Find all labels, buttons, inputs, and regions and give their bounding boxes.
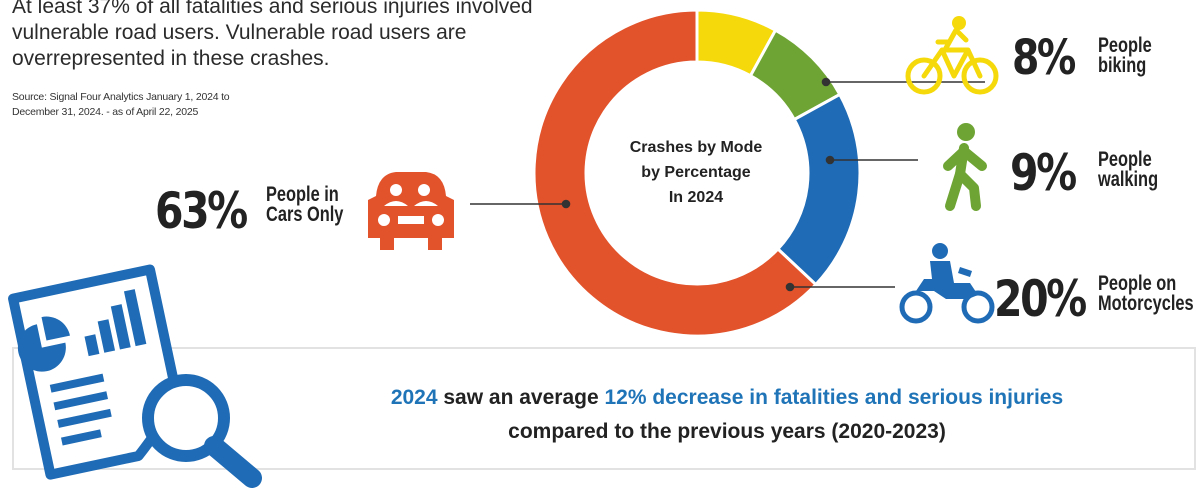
label-walking-line-2: walking [1098,168,1159,191]
pct-walking: 9% [1010,144,1077,202]
summary-line-1: 2024 saw an average 12% decrease in fata… [262,381,1192,415]
source-note: Source: Signal Four Analytics January 1,… [12,90,312,120]
bicycle-icon [905,16,999,95]
label-cars-line-1: People in [266,183,339,206]
summary-line-2: compared to the previous years (2020-202… [508,420,946,443]
car-icon [368,172,454,250]
label-cars-line-2: Cars Only [266,203,344,226]
motorcycle-icon [899,243,995,324]
chart-title-line-2: by Percentage [641,164,751,181]
chart-title-line-1: Crashes by Mode [629,139,763,156]
label-motorcycles-line-1: People on [1098,272,1177,295]
intro-text: At least 37% of all fatalities and serio… [12,0,533,70]
label-biking: People biking [1098,34,1152,77]
source-line-1: Source: Signal Four Analytics January 1,… [12,91,230,103]
label-biking-line-1: People [1098,34,1152,57]
summary-highlight: 12% decrease in fatalities and serious i… [604,386,1064,409]
label-walking-line-1: People [1098,148,1152,171]
label-motorcycles: People on Motorcycles [1098,272,1194,315]
donut-slice-cars-only [532,8,818,338]
summary-year: 2024 [390,386,438,409]
source-line-2: December 31, 2024. - as of April 22, 202… [12,106,199,118]
label-walking: People walking [1098,148,1159,191]
chart-title-line-3: In 2024 [668,189,724,206]
pct-motorcycles: 20% [994,270,1087,328]
label-biking-line-2: biking [1098,54,1147,77]
label-motorcycles-line-2: Motorcycles [1098,292,1194,315]
summary-text-a: saw an average [437,386,605,409]
chart-title: Crashes by Mode by Percentage In 2024 [596,135,796,210]
pedestrian-icon [943,123,987,211]
summary-text: 2024 saw an average 12% decrease in fata… [262,381,1192,449]
label-cars: People in Cars Only [266,183,344,226]
report-magnifier-icon [8,264,262,488]
pct-cars: 63% [155,182,248,240]
pct-biking: 8% [1012,30,1076,86]
